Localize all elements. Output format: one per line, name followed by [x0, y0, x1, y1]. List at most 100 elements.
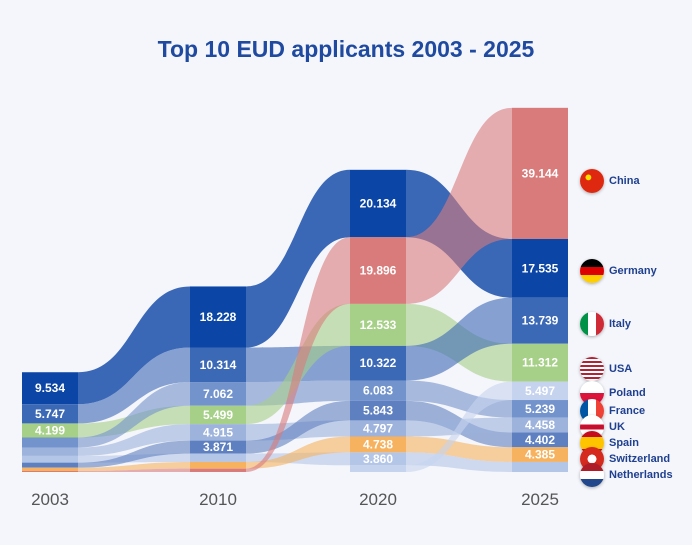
bar-2025-netherlands [512, 461, 568, 472]
legend-label: Netherlands [609, 469, 673, 481]
bar-2020-netherlands [350, 452, 406, 466]
data-label: 4.797 [363, 421, 393, 435]
data-label: 18.228 [200, 310, 237, 324]
italy-flag-icon [580, 312, 604, 336]
bar-2020-usa [350, 345, 406, 381]
data-label: 39.144 [522, 166, 559, 180]
bar-2003-china [22, 470, 78, 472]
data-label: 3.871 [203, 440, 233, 454]
legend-label: Germany [609, 265, 657, 277]
legend-label: France [609, 405, 646, 417]
bar-2025-germany [512, 238, 568, 298]
x-tick-label: 2020 [359, 490, 397, 509]
bar-2020-italy [350, 303, 406, 346]
bar-2010-china [190, 468, 246, 472]
data-label: 5.843 [363, 404, 393, 418]
flow-france [78, 382, 190, 448]
data-label: 3.860 [363, 452, 393, 466]
data-label: 11.312 [522, 356, 558, 370]
legend-label: Switzerland [609, 453, 671, 465]
bar-2010-switzerland [190, 440, 246, 454]
bar-2025-poland [512, 381, 568, 401]
legend-item-usa: USA [580, 357, 633, 381]
flow-germany [246, 169, 350, 348]
flow-germany [78, 286, 190, 405]
legend-label: Italy [609, 318, 632, 330]
bar-2003-italy [22, 423, 78, 438]
bar-2020-uk [350, 420, 406, 437]
data-label: 19.896 [360, 264, 397, 278]
data-label: 5.239 [525, 402, 555, 416]
flow-spain [246, 436, 350, 469]
data-label: 5.747 [35, 407, 65, 421]
bars [22, 107, 568, 472]
bar-2010-italy [190, 405, 246, 425]
legend-label: China [609, 175, 640, 187]
bar-2025-france [512, 400, 568, 418]
data-label: 20.134 [360, 197, 397, 211]
flow-usa [78, 347, 190, 424]
flow-spain [78, 461, 190, 471]
data-label: 12.533 [360, 318, 397, 332]
flow-china [246, 237, 350, 472]
data-label: 4.458 [525, 418, 555, 432]
legend-item-china: China [580, 169, 640, 193]
bar-2020-germany [350, 169, 406, 238]
bar-2025-china [512, 107, 568, 239]
bar-2020-spain [350, 436, 406, 453]
bar-2010-netherlands [190, 453, 246, 462]
legend-item-italy: Italy [580, 312, 632, 336]
bar-2010-spain [190, 461, 246, 469]
data-label: 4.199 [35, 423, 65, 437]
data-label: 13.739 [522, 314, 559, 328]
data-label: 10.314 [200, 358, 237, 372]
legend-item-germany: Germany [580, 259, 657, 283]
flow-switzerland [246, 400, 350, 454]
x-tick-label: 2010 [199, 490, 237, 509]
legend-item-netherlands: Netherlands [580, 463, 673, 487]
data-label: 4.385 [525, 448, 555, 462]
data-label: 4.738 [363, 437, 393, 451]
chart-title: Top 10 EUD applicants 2003 - 2025 [157, 36, 535, 62]
flow-spain [406, 436, 512, 462]
flow-usa [406, 297, 512, 381]
x-tick-label: 2003 [31, 490, 69, 509]
bar-2003-netherlands [22, 455, 78, 463]
flow-china [78, 468, 190, 472]
flows [78, 107, 512, 472]
flow-france [406, 380, 512, 418]
bar-2010-uk [190, 424, 246, 441]
bar-2025-usa [512, 297, 568, 344]
flow-china [406, 107, 512, 304]
china-flag-icon [580, 169, 604, 193]
bar-2003-uk [22, 447, 78, 456]
data-label: 4.402 [525, 433, 555, 447]
bar-2025-uk [512, 417, 568, 433]
data-label: 6.083 [363, 384, 393, 398]
legend-label: USA [609, 363, 633, 375]
bar-2010-france [190, 382, 246, 406]
legend-label: Spain [609, 437, 639, 449]
bar-2010-usa [190, 347, 246, 383]
bar-2020-poland [350, 465, 406, 472]
bar-2003-switzerland [22, 462, 78, 468]
x-tick-label: 2025 [521, 490, 559, 509]
data-label: 7.062 [203, 387, 233, 401]
data-label: 5.499 [203, 408, 233, 422]
bar-2010-germany [190, 286, 246, 348]
data-label: 5.497 [525, 384, 555, 398]
data-label: 10.322 [360, 356, 397, 370]
flow-switzerland [78, 440, 190, 468]
bar-2020-china [350, 237, 406, 304]
legend-label: UK [609, 421, 625, 433]
germany-flag-icon [580, 259, 604, 283]
flow-poland [406, 381, 512, 472]
bar-2003-germany [22, 372, 78, 405]
bar-2025-spain [512, 447, 568, 462]
data-label: 9.534 [35, 381, 65, 395]
bar-2020-switzerland [350, 400, 406, 421]
usa-flag-icon [580, 357, 604, 381]
legend-label: Poland [609, 387, 646, 399]
netherlands-flag-icon [580, 463, 604, 487]
